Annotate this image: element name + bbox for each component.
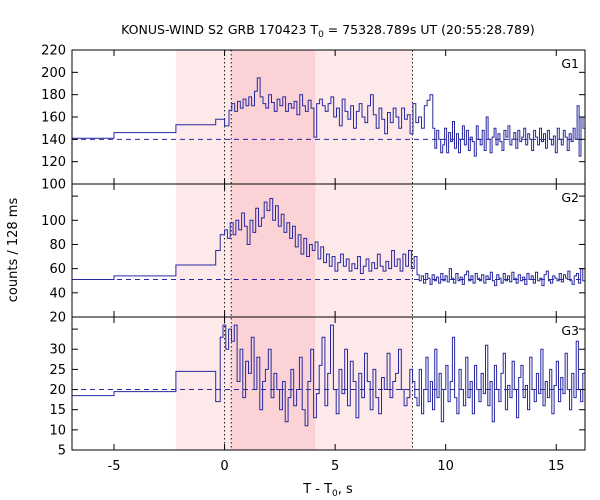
chart-title-subscript: 0 [318, 30, 324, 40]
g2-panel-label: G2 [561, 190, 579, 205]
g2-y-tick-label: 60 [49, 262, 66, 277]
chart-title: KONUS-WIND S2 GRB 170423 T0 = 75328.789s… [121, 22, 535, 40]
g3-light-curve [72, 324, 585, 427]
g1-y-tick-label: 180 [41, 88, 66, 103]
x-axis-title-rest: , s [338, 482, 353, 497]
g2-y-tick-label: 40 [49, 286, 66, 301]
g1-y-tick-label: 100 [41, 178, 66, 193]
x-tick-label: -5 [108, 459, 121, 474]
x-tick-label: 15 [548, 459, 565, 474]
x-tick-label: 10 [437, 459, 454, 474]
g3-y-tick-label: 5 [58, 444, 66, 459]
g1-y-tick-label: 120 [41, 155, 66, 170]
g2-y-tick-label: 20 [49, 311, 66, 326]
x-axis-title: T - T0, s [302, 482, 353, 499]
y-axis-title: counts / 128 ms [6, 198, 21, 303]
g3-panel-label: G3 [561, 323, 579, 338]
g3-y-tick-label: 10 [49, 423, 66, 438]
g1-panel-label: G1 [561, 56, 579, 71]
plot-area: 100120140160180200220G120406080100G25101… [41, 44, 586, 474]
g1-y-tick-label: 160 [41, 111, 66, 126]
g2-y-tick-label: 100 [41, 214, 66, 229]
g3-panel-frame [71, 316, 586, 451]
x-tick-label: 0 [220, 459, 228, 474]
g1-y-tick-label: 140 [41, 133, 66, 148]
g1-light-curve [72, 77, 585, 157]
g2-light-curve [72, 198, 585, 287]
g1-y-tick-label: 220 [41, 44, 66, 59]
g3-y-tick-label: 25 [49, 363, 66, 378]
g3-y-tick-label: 15 [49, 403, 66, 418]
chart-title-rest: = 75328.789s UT (20:55:28.789) [324, 22, 535, 37]
x-tick-label: 5 [331, 459, 339, 474]
g1-y-tick-label: 200 [41, 66, 66, 81]
g3-y-tick-label: 30 [49, 343, 66, 358]
g2-y-tick-label: 80 [49, 238, 66, 253]
x-axis-title-subscript: 0 [332, 489, 338, 499]
g3-y-tick-label: 20 [49, 383, 66, 398]
